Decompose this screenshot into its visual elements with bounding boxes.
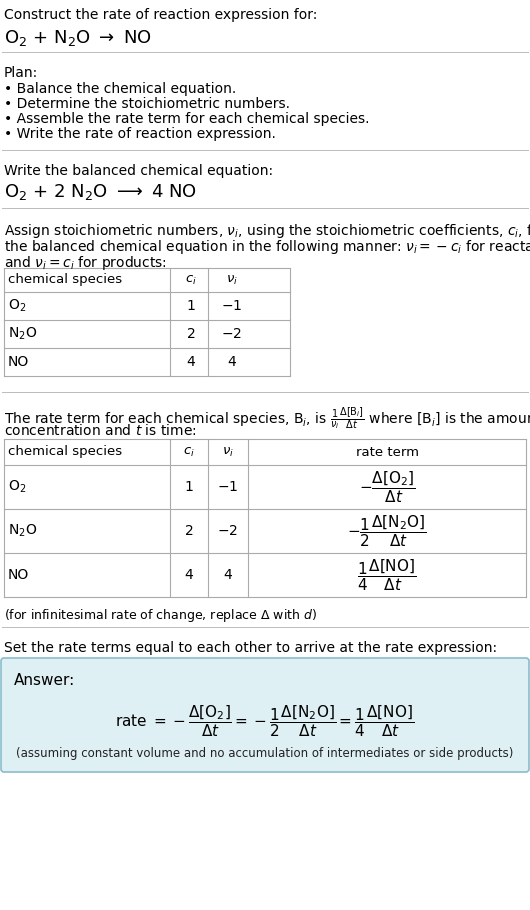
Text: NO: NO xyxy=(8,355,29,369)
Text: 2: 2 xyxy=(184,524,193,538)
Text: the balanced chemical equation in the following manner: $\nu_i = -c_i$ for react: the balanced chemical equation in the fo… xyxy=(4,238,530,256)
Text: chemical species: chemical species xyxy=(8,446,122,459)
Text: • Balance the chemical equation.: • Balance the chemical equation. xyxy=(4,82,236,96)
Text: $\nu_i$: $\nu_i$ xyxy=(222,446,234,459)
Text: 4: 4 xyxy=(227,355,236,369)
Text: concentration and $t$ is time:: concentration and $t$ is time: xyxy=(4,423,197,438)
Text: O$_2$: O$_2$ xyxy=(8,479,26,495)
Text: O$_2$: O$_2$ xyxy=(8,298,26,314)
Text: 4: 4 xyxy=(184,568,193,582)
Text: $\dfrac{1}{4}\dfrac{\Delta[\mathrm{NO}]}{\Delta t}$: $\dfrac{1}{4}\dfrac{\Delta[\mathrm{NO}]}… xyxy=(357,557,417,593)
Text: Write the balanced chemical equation:: Write the balanced chemical equation: xyxy=(4,164,273,178)
Text: $-2$: $-2$ xyxy=(222,327,243,341)
Text: and $\nu_i = c_i$ for products:: and $\nu_i = c_i$ for products: xyxy=(4,254,167,272)
Text: O$_2$ + 2 N$_2$O $\longrightarrow$ 4 NO: O$_2$ + 2 N$_2$O $\longrightarrow$ 4 NO xyxy=(4,182,197,202)
Text: $-\dfrac{\Delta[\mathrm{O}_2]}{\Delta t}$: $-\dfrac{\Delta[\mathrm{O}_2]}{\Delta t}… xyxy=(359,470,416,505)
Text: • Determine the stoichiometric numbers.: • Determine the stoichiometric numbers. xyxy=(4,97,290,111)
Text: Answer:: Answer: xyxy=(14,673,75,688)
Text: $\nu_i$: $\nu_i$ xyxy=(226,273,238,287)
Text: rate $= -\dfrac{\Delta[\mathrm{O}_2]}{\Delta t} = -\dfrac{1}{2}\dfrac{\Delta[\ma: rate $= -\dfrac{\Delta[\mathrm{O}_2]}{\D… xyxy=(116,703,414,739)
Text: Plan:: Plan: xyxy=(4,66,38,80)
Text: (assuming constant volume and no accumulation of intermediates or side products): (assuming constant volume and no accumul… xyxy=(16,747,514,761)
Text: $c_i$: $c_i$ xyxy=(183,446,195,459)
Text: NO: NO xyxy=(8,568,29,582)
FancyBboxPatch shape xyxy=(1,658,529,772)
Text: $-1$: $-1$ xyxy=(217,480,238,494)
Text: $-\dfrac{1}{2}\dfrac{\Delta[\mathrm{N_2O}]}{\Delta t}$: $-\dfrac{1}{2}\dfrac{\Delta[\mathrm{N_2O… xyxy=(347,513,427,549)
Text: (for infinitesimal rate of change, replace $\Delta$ with $d$): (for infinitesimal rate of change, repla… xyxy=(4,607,317,624)
Text: Construct the rate of reaction expression for:: Construct the rate of reaction expressio… xyxy=(4,8,317,22)
Text: O$_2$ + N$_2$O $\rightarrow$ NO: O$_2$ + N$_2$O $\rightarrow$ NO xyxy=(4,28,152,48)
Text: Assign stoichiometric numbers, $\nu_i$, using the stoichiometric coefficients, $: Assign stoichiometric numbers, $\nu_i$, … xyxy=(4,222,530,240)
Text: N$_2$O: N$_2$O xyxy=(8,326,37,342)
Text: 4: 4 xyxy=(224,568,232,582)
Text: $c_i$: $c_i$ xyxy=(185,273,197,287)
Text: 2: 2 xyxy=(187,327,196,341)
Text: 1: 1 xyxy=(187,299,196,313)
Text: rate term: rate term xyxy=(356,446,419,459)
Text: N$_2$O: N$_2$O xyxy=(8,523,37,540)
Text: 1: 1 xyxy=(184,480,193,494)
Text: Set the rate terms equal to each other to arrive at the rate expression:: Set the rate terms equal to each other t… xyxy=(4,641,497,655)
Text: • Write the rate of reaction expression.: • Write the rate of reaction expression. xyxy=(4,127,276,141)
Text: chemical species: chemical species xyxy=(8,274,122,287)
Text: $-1$: $-1$ xyxy=(222,299,243,313)
Text: • Assemble the rate term for each chemical species.: • Assemble the rate term for each chemic… xyxy=(4,112,369,126)
Text: The rate term for each chemical species, B$_i$, is $\frac{1}{\nu_i}\frac{\Delta[: The rate term for each chemical species,… xyxy=(4,406,530,432)
Text: 4: 4 xyxy=(187,355,196,369)
Text: $-2$: $-2$ xyxy=(217,524,238,538)
